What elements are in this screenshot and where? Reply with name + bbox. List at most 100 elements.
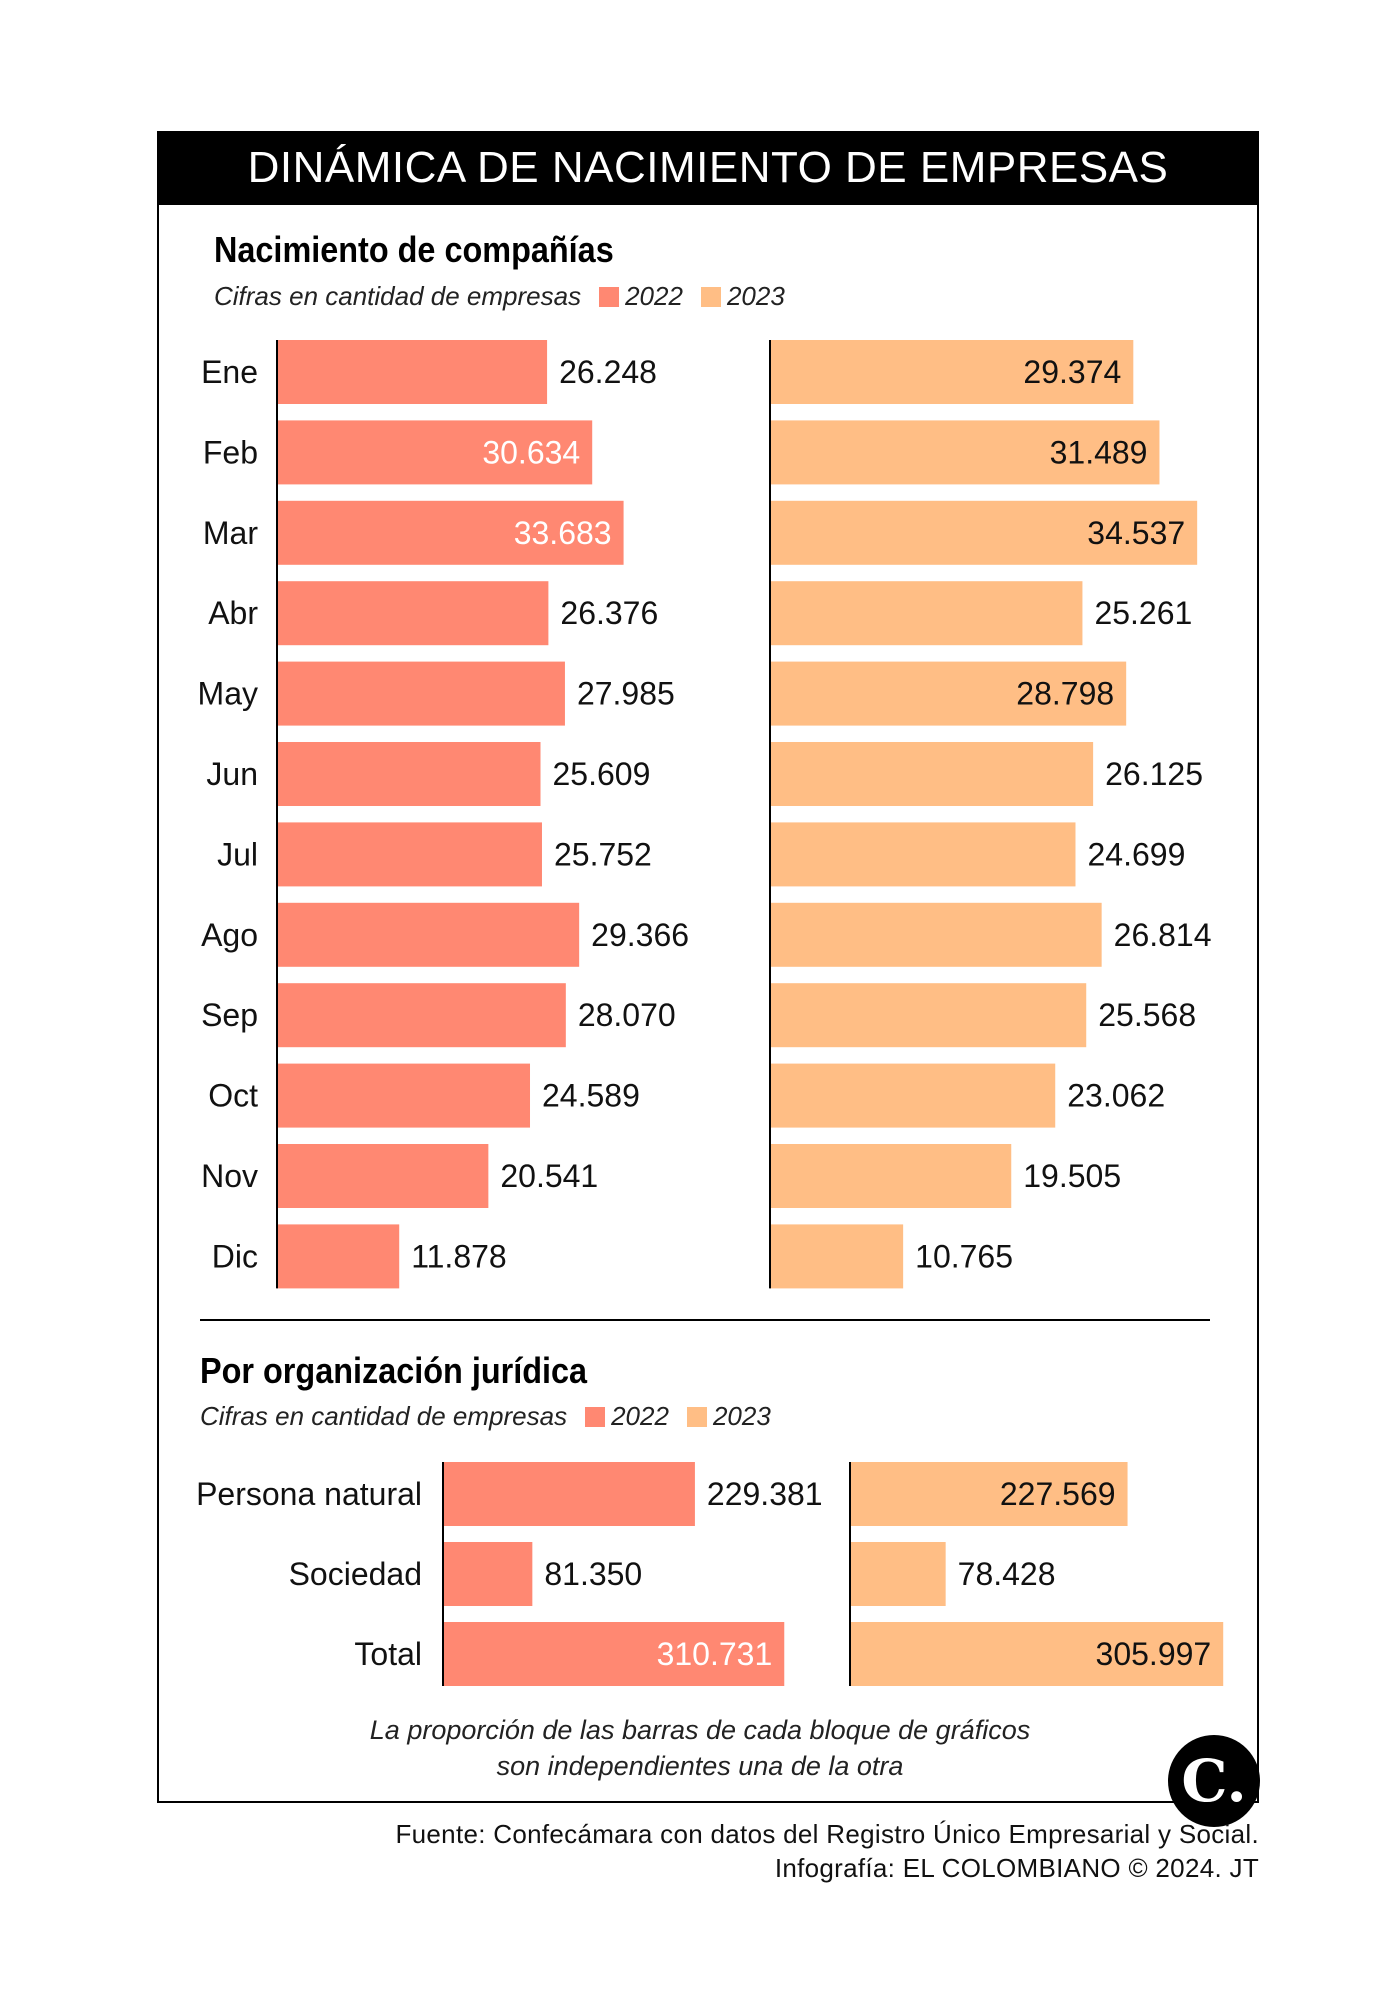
value-label-2023: 10.765	[915, 1238, 1013, 1274]
bar-2022-nov	[277, 1144, 489, 1208]
bar-2022-sociedad	[443, 1542, 533, 1606]
bar-2022-mar	[277, 500, 624, 565]
section-divider	[200, 1319, 1210, 1321]
value-label-2023: 26.814	[1114, 917, 1212, 953]
section1-title: Nacimiento de compañías	[214, 229, 614, 270]
value-label-2022: 26.376	[560, 595, 658, 631]
value-label-2022: 28.070	[578, 997, 676, 1033]
bar-2023-oct	[770, 1063, 1056, 1128]
category-label: Total	[354, 1636, 422, 1672]
value-label-2022: 33.683	[514, 515, 612, 551]
section1-subtitle: Cifras en cantidad de empresas	[214, 281, 582, 311]
bar-2022-ago	[277, 902, 580, 967]
bar-2022-may	[277, 661, 565, 726]
legend-2023-label: 2023	[726, 281, 785, 311]
value-label-2022: 27.985	[577, 676, 675, 712]
value-label-2022: 25.752	[554, 836, 652, 872]
bar-2023-nov	[770, 1144, 1012, 1208]
category-label: Oct	[208, 1078, 258, 1114]
bar-2022-jun	[277, 742, 541, 806]
bar-2022-oct	[277, 1063, 531, 1128]
legal-organization-chart: Persona natural 229.381 227.569 Sociedad 81.…	[196, 1462, 1224, 1686]
value-label-2022: 11.878	[411, 1238, 507, 1274]
note-line-2: son independientes una de la otra	[496, 1751, 904, 1781]
value-label-2023: 305.997	[1096, 1636, 1212, 1672]
category-label: Jul	[217, 836, 258, 872]
monthly-births-chart: Ene 26.248 29.374 Feb 30.634 31.489 Mar 33.683 3…	[198, 340, 1212, 1289]
bar-2023-may	[770, 661, 1127, 726]
category-label: Ago	[201, 917, 258, 953]
category-label: Jun	[206, 756, 258, 792]
value-label-2022: 310.731	[657, 1636, 773, 1672]
value-label-2023: 23.062	[1067, 1078, 1165, 1114]
category-label: Nov	[201, 1158, 258, 1194]
value-label-2023: 25.261	[1094, 595, 1192, 631]
bar-2022-persona-natural	[443, 1462, 695, 1526]
value-label-2022: 229.381	[707, 1476, 823, 1512]
value-label-2023: 29.374	[1023, 354, 1121, 390]
legend2-2022-label: 2022	[611, 1401, 669, 1431]
value-label-2023: 28.798	[1016, 676, 1114, 712]
bar-2023-jul	[770, 822, 1076, 887]
value-label-2022: 25.609	[553, 756, 651, 792]
section2-subtitle: Cifras en cantidad de empresas	[200, 1401, 568, 1431]
category-label: Sep	[201, 997, 258, 1033]
footer-source: Fuente: Confecámara con datos del Regist…	[395, 1819, 1259, 1849]
value-label-2022: 29.366	[591, 917, 689, 953]
bar-2023-sociedad	[850, 1542, 946, 1606]
legend2-2023-swatch	[686, 1406, 707, 1427]
value-label-2023: 34.537	[1087, 515, 1185, 551]
category-label: Mar	[203, 515, 258, 551]
infographic-title: DINÁMICA DE NACIMIENTO DE EMPRESAS	[157, 131, 1259, 205]
value-label-2023: 227.569	[1000, 1476, 1116, 1512]
value-label-2023: 31.489	[1050, 434, 1148, 470]
bar-2023-total	[850, 1622, 1224, 1686]
value-label-2022: 24.589	[542, 1078, 640, 1114]
value-label-2022: 20.541	[500, 1158, 598, 1194]
bar-2022-dic	[277, 1224, 400, 1289]
value-label-2023: 78.428	[958, 1556, 1056, 1592]
section2-title: Por organización jurídica	[200, 1350, 588, 1391]
value-label-2023: 26.125	[1105, 756, 1203, 792]
bar-2023-sep	[770, 983, 1087, 1048]
bar-2023-jun	[770, 742, 1094, 806]
bar-2022-total	[443, 1622, 785, 1686]
category-label: May	[198, 676, 258, 712]
category-label: Feb	[203, 434, 258, 470]
bar-2023-dic	[770, 1224, 904, 1289]
bar-2022-jul	[277, 822, 542, 887]
category-label: Persona natural	[196, 1476, 422, 1512]
category-label: Abr	[208, 595, 258, 631]
value-label-2023: 24.699	[1087, 836, 1185, 872]
value-label-2023: 19.505	[1023, 1158, 1121, 1194]
bar-2022-ene	[277, 340, 548, 404]
bar-2023-mar	[770, 500, 1198, 565]
proportion-note: La proporción de las barras de cada bloq…	[260, 1712, 1140, 1784]
bar-2023-ene	[770, 340, 1134, 404]
legend-2023-swatch	[700, 286, 721, 307]
value-label-2022: 26.248	[559, 354, 657, 390]
bar-2022-feb	[277, 420, 593, 485]
bar-2022-sep	[277, 983, 566, 1048]
bar-2023-feb	[770, 420, 1160, 485]
category-label: Ene	[201, 354, 258, 390]
logo-text: C.	[1181, 1747, 1247, 1815]
bar-2022-abr	[277, 581, 549, 646]
bar-2023-abr	[770, 581, 1083, 646]
footer-credit: Infografía: EL COLOMBIANO © 2024. JT	[774, 1853, 1259, 1883]
bar-2023-ago	[770, 902, 1102, 967]
value-label-2023: 25.568	[1098, 997, 1196, 1033]
value-label-2022: 81.350	[544, 1556, 642, 1592]
legend2-2022-swatch	[585, 1406, 606, 1427]
bar-2023-persona-natural	[850, 1462, 1128, 1526]
legend2-2023-label: 2023	[712, 1401, 771, 1431]
legend-2022-swatch	[599, 286, 620, 307]
category-label: Dic	[212, 1238, 258, 1274]
section1-subtitle-row: Cifras en cantidad de empresas 2022 2023	[214, 281, 785, 312]
note-line-1: La proporción de las barras de cada bloq…	[369, 1715, 1031, 1745]
category-label: Sociedad	[289, 1556, 422, 1592]
el-colombiano-logo: C.	[1168, 1735, 1260, 1827]
value-label-2022: 30.634	[482, 434, 580, 470]
section2-subtitle-row: Cifras en cantidad de empresas 2022 2023	[200, 1401, 771, 1432]
footer: Fuente: Confecámara con datos del Regist…	[395, 1817, 1259, 1885]
